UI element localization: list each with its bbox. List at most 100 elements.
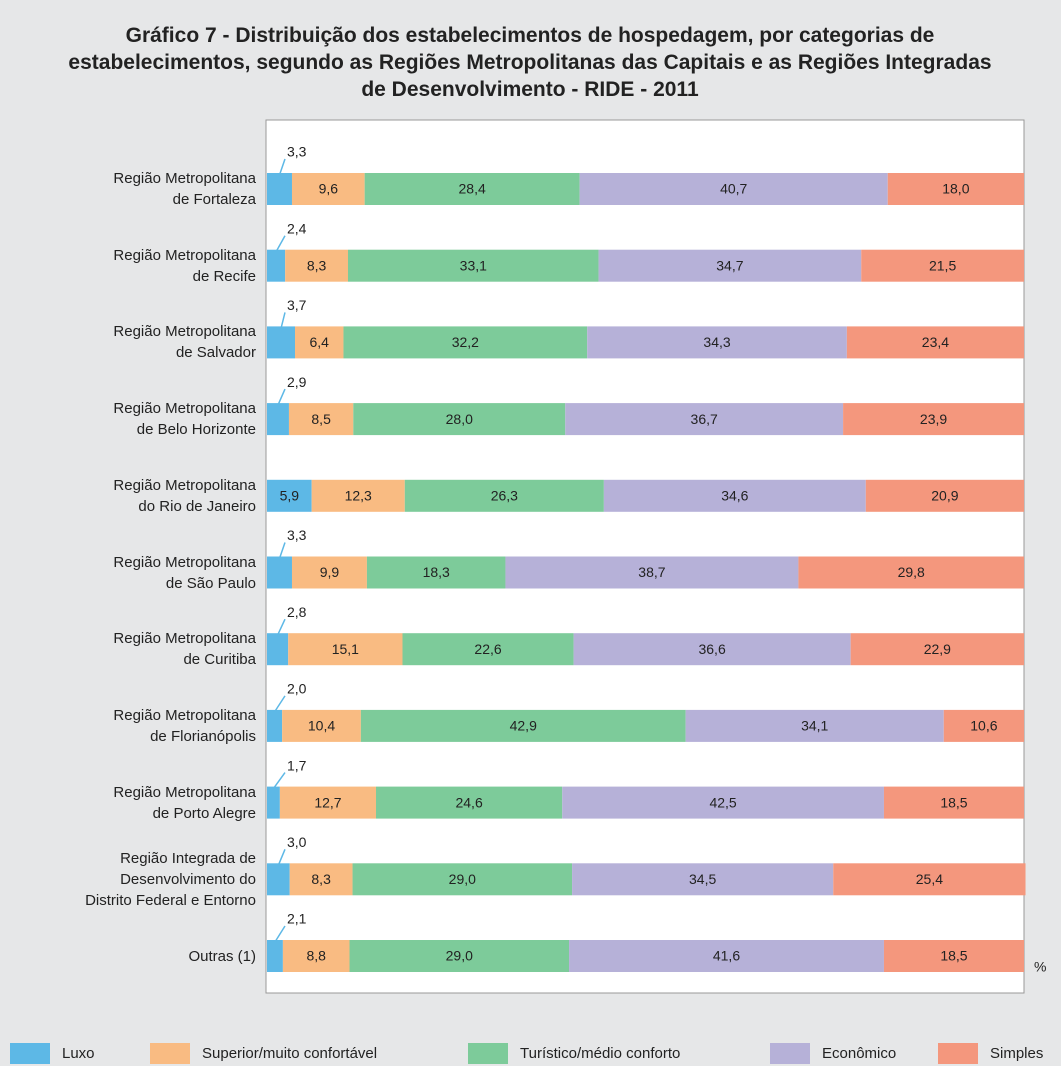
- legend-label: Superior/muito confortável: [202, 1045, 377, 1062]
- leader-line: [278, 542, 286, 559]
- bar-segment: [267, 709, 283, 742]
- value-label: 8,5: [311, 411, 331, 427]
- bar-segment: [267, 556, 292, 589]
- value-label: 2,0: [287, 681, 307, 697]
- category-label: Região Integrada de Desenvolvimento do D…: [85, 849, 256, 909]
- legend-swatch: [770, 1043, 810, 1064]
- legend-swatch: [468, 1043, 508, 1064]
- bar-segment: [353, 403, 566, 436]
- bar-segment: [267, 633, 289, 666]
- bar-segment: [404, 479, 604, 512]
- value-label: 18,5: [940, 948, 967, 964]
- legend-swatch: [150, 1043, 190, 1064]
- bar-segment: [562, 786, 884, 819]
- leader-line: [273, 695, 286, 713]
- legend-label: Luxo: [62, 1045, 95, 1062]
- value-label: 10,6: [970, 718, 997, 734]
- bar-segment: [505, 556, 799, 589]
- value-label: 23,4: [922, 334, 949, 350]
- bar-segment: [311, 479, 405, 512]
- bar-segment: [279, 786, 377, 819]
- legend-label: Turístico/médio conforto: [520, 1045, 680, 1062]
- bar-segment: [282, 709, 361, 742]
- value-label: 3,7: [287, 297, 307, 313]
- value-label: 3,3: [287, 527, 307, 543]
- bar-segment: [352, 863, 573, 896]
- chart-title: Gráfico 7 - Distribuição dos estabelecim…: [68, 24, 992, 101]
- value-label: 1,7: [287, 757, 307, 773]
- category-label: Região Metropolitana de Belo Horizonte: [113, 400, 256, 439]
- value-label: 26,3: [491, 488, 518, 504]
- bar-segment: [573, 633, 851, 666]
- value-label: 18,0: [942, 181, 969, 197]
- leader-line: [277, 849, 286, 866]
- bar-segment: [267, 249, 286, 282]
- bar-segment: [865, 479, 1024, 512]
- value-label: 42,9: [510, 718, 537, 734]
- bar-segment: [267, 403, 289, 436]
- value-label: 15,1: [332, 641, 359, 657]
- value-label: 12,7: [314, 794, 341, 810]
- value-label: 18,3: [423, 564, 450, 580]
- unit-label: %: [1034, 959, 1046, 975]
- value-label: 29,0: [449, 871, 476, 887]
- value-label: 22,6: [474, 641, 501, 657]
- bar-segment: [288, 403, 354, 436]
- leader-line: [275, 235, 286, 253]
- bar-segment: [343, 326, 588, 359]
- legend-swatch: [938, 1043, 978, 1064]
- value-label: 24,6: [455, 794, 482, 810]
- category-label: Região Metropolitana de Fortaleza: [113, 170, 256, 208]
- bar-segment: [360, 709, 686, 742]
- value-label: 2,4: [287, 220, 307, 236]
- bar-segment: [288, 633, 403, 666]
- value-label: 34,7: [716, 257, 743, 273]
- value-label: 36,6: [698, 641, 725, 657]
- value-label: 28,4: [459, 181, 486, 197]
- bar-segment: [883, 940, 1024, 972]
- category-label: Região Metropolitana de Recife: [113, 246, 256, 285]
- bar-segment: [402, 633, 574, 666]
- value-label: 9,9: [320, 564, 340, 580]
- value-label: 5,9: [280, 488, 300, 504]
- value-label: 9,6: [319, 181, 339, 197]
- bar-segment: [887, 173, 1024, 205]
- bar-segment: [579, 173, 888, 205]
- category-label: Outras (1): [188, 947, 256, 965]
- bar-segment: [267, 940, 283, 972]
- bar-segment: [861, 249, 1024, 282]
- value-label: 2,9: [287, 374, 307, 390]
- bar-segment: [267, 479, 312, 512]
- category-label: Região Metropolitana de São Paulo: [113, 553, 256, 592]
- category-label: Região Metropolitana de Curitiba: [113, 630, 256, 669]
- bar-segment: [846, 326, 1024, 359]
- value-label: 28,0: [446, 411, 473, 427]
- bar-segment: [267, 326, 296, 359]
- value-label: 32,2: [452, 334, 479, 350]
- value-label: 34,3: [703, 334, 730, 350]
- bar-segment: [267, 173, 292, 205]
- leader-line: [278, 158, 286, 176]
- bar-segment: [572, 863, 834, 896]
- bar-segment: [267, 863, 290, 896]
- leader-line: [274, 925, 286, 943]
- value-label: 40,7: [720, 181, 747, 197]
- bar-segment: [291, 556, 367, 589]
- bar-segment: [603, 479, 866, 512]
- value-label: 25,4: [916, 871, 943, 887]
- value-label: 23,9: [920, 411, 947, 427]
- bar-segment: [685, 709, 944, 742]
- leader-line: [280, 312, 286, 329]
- leader-line: [272, 772, 286, 790]
- value-label: 29,0: [446, 948, 473, 964]
- bar-segment: [587, 326, 847, 359]
- value-label: 2,1: [287, 911, 307, 927]
- category-label: Região Metropolitana de Porto Alegre: [113, 783, 256, 822]
- value-label: 18,5: [940, 794, 967, 810]
- category-label: Região Metropolitana de Florianópolis: [113, 706, 256, 745]
- value-label: 3,3: [287, 144, 307, 160]
- bar-segment: [833, 863, 1026, 896]
- bar-segment: [850, 633, 1024, 666]
